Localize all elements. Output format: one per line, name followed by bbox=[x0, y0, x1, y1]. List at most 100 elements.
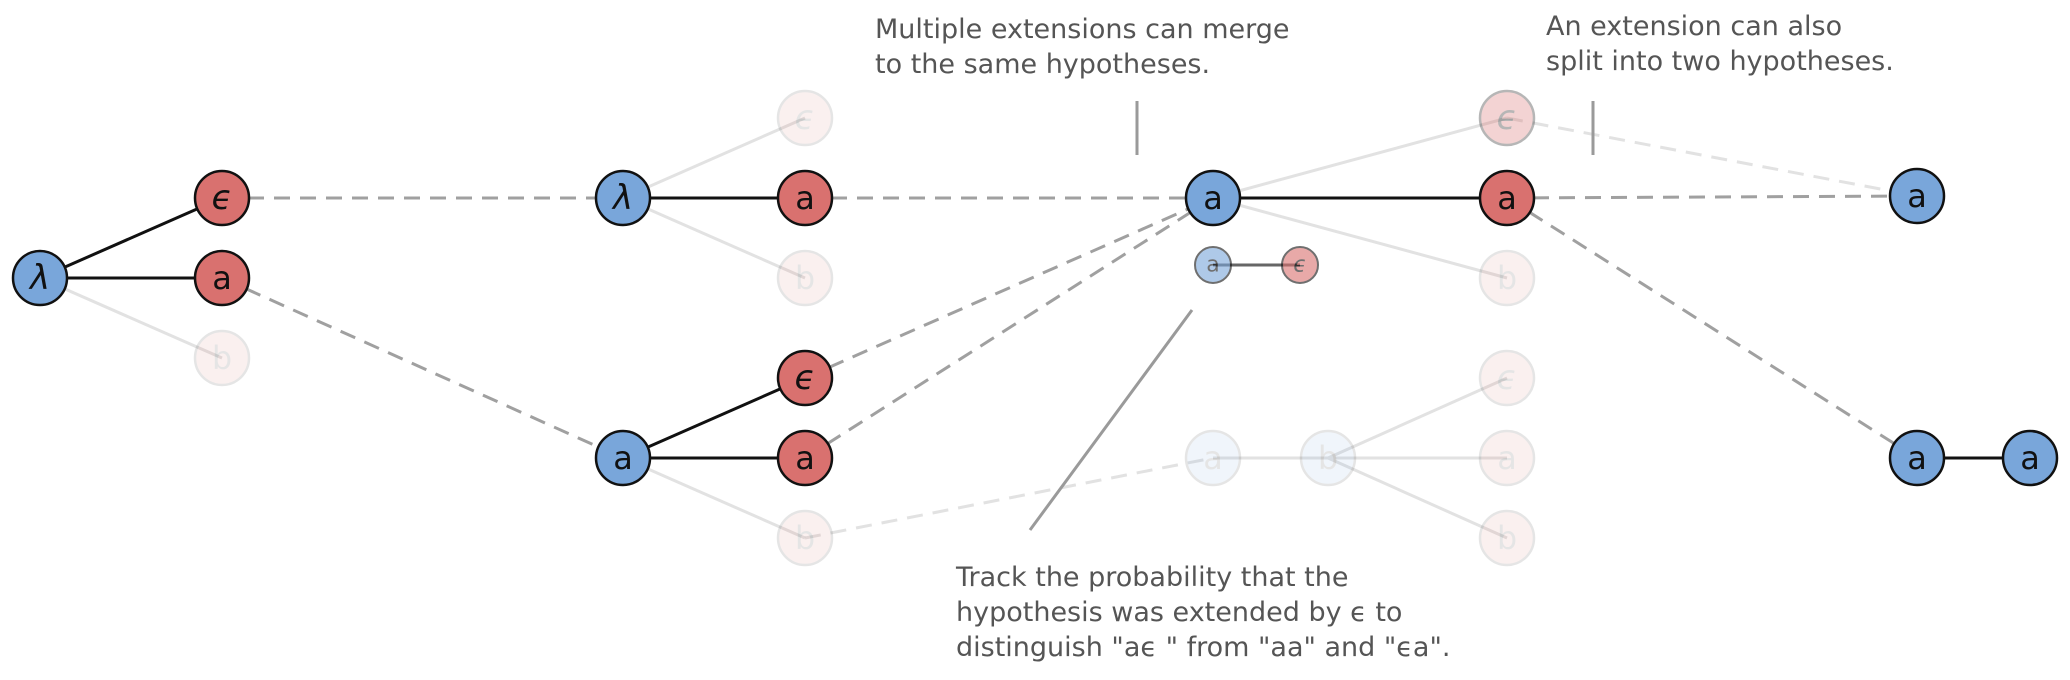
node-circle bbox=[1184, 429, 1242, 487]
node-label-epsilon: ϵ bbox=[795, 358, 816, 398]
node-label-lambda: λ bbox=[611, 178, 633, 218]
node-circle bbox=[1478, 509, 1536, 567]
node-circle bbox=[776, 429, 834, 487]
node-circle bbox=[1888, 429, 1946, 487]
dash-a-to-split-top bbox=[1506, 194, 1918, 200]
node-label-a: a bbox=[2020, 439, 2040, 477]
node-g3-a: a bbox=[594, 429, 652, 487]
node-g1-a: a bbox=[193, 249, 251, 307]
node-g4-eps: ϵ bbox=[1478, 89, 1536, 147]
node-label-a: a bbox=[212, 259, 232, 297]
merge-annotation-line-2: to the same hypotheses. bbox=[875, 49, 1211, 80]
merge-annotation-line-1: Multiple extensions can merge bbox=[875, 14, 1290, 45]
node-label-a: a bbox=[1206, 253, 1219, 278]
node-circle bbox=[1194, 246, 1232, 284]
dash-a2-to-merge bbox=[804, 196, 1214, 460]
node-g6-a: a bbox=[1888, 167, 1946, 225]
node-g3-eps: ϵ bbox=[776, 349, 834, 407]
node-circle bbox=[594, 169, 652, 227]
node-circle bbox=[1888, 167, 1946, 225]
node-circle bbox=[776, 169, 834, 227]
node-label-epsilon: ϵ bbox=[1497, 98, 1518, 138]
node-label-a: a bbox=[1907, 177, 1927, 215]
node-g3-b: b bbox=[776, 509, 834, 567]
node-g7-a: a bbox=[1888, 429, 1946, 487]
node-label-a: a bbox=[613, 439, 633, 477]
dash-eps-to-split bbox=[1506, 116, 1918, 198]
node-label-a: a bbox=[1203, 439, 1223, 477]
edge-g5-eps bbox=[1327, 376, 1508, 460]
node-label-a: a bbox=[1497, 179, 1517, 217]
node-circle bbox=[1281, 246, 1319, 284]
node-circle bbox=[776, 509, 834, 567]
node-circle bbox=[776, 89, 834, 147]
node-label-b: b bbox=[1497, 259, 1517, 297]
track-annotation-line-3: distinguish "aϵ " from "aa" and "ϵa". bbox=[956, 632, 1451, 663]
split-annotation-line-1: An extension can also bbox=[1546, 11, 1843, 42]
node-circle bbox=[1478, 429, 1536, 487]
node-label-a: a bbox=[795, 179, 815, 217]
node-circle bbox=[11, 249, 69, 307]
track-annotation-line-2: hypothesis was extended by ϵ to bbox=[956, 597, 1403, 628]
node-g2-eps-top: ϵ bbox=[776, 89, 834, 147]
node-inset-eps: ϵ bbox=[1281, 246, 1319, 284]
node-g2-lambda: λ bbox=[594, 169, 652, 227]
node-g4-b: b bbox=[1478, 249, 1536, 307]
edge-g5-b bbox=[1327, 456, 1508, 540]
node-g1-eps: ϵ bbox=[193, 169, 251, 227]
dash-a-to-a bbox=[221, 276, 624, 460]
node-circle bbox=[2001, 429, 2059, 487]
node-circle bbox=[1478, 249, 1536, 307]
split-annotation: An extension can also split into two hyp… bbox=[1546, 9, 1894, 79]
dash-b-to-faded bbox=[804, 456, 1214, 540]
node-inset-a: a bbox=[1194, 246, 1232, 284]
node-circle bbox=[193, 249, 251, 307]
node-circle bbox=[1299, 429, 1357, 487]
node-circle bbox=[776, 249, 834, 307]
node-label-lambda: λ bbox=[28, 258, 50, 298]
node-circle bbox=[594, 429, 652, 487]
edge-g2-b bbox=[622, 196, 806, 280]
node-g1-b: b bbox=[193, 329, 251, 387]
node-g5-eps: ϵ bbox=[1478, 349, 1536, 407]
node-circle bbox=[1478, 349, 1536, 407]
node-label-epsilon: ϵ bbox=[1497, 358, 1518, 398]
node-label-b: b bbox=[1318, 439, 1338, 477]
node-label-a: a bbox=[795, 439, 815, 477]
node-circle bbox=[1184, 169, 1242, 227]
node-circle bbox=[193, 329, 251, 387]
track-annotation: Track the probability that the hypothesi… bbox=[956, 560, 1450, 665]
node-g5-b: b bbox=[1299, 429, 1357, 487]
split-annotation-line-2: split into two hypotheses. bbox=[1546, 46, 1894, 77]
node-label-a: a bbox=[1907, 439, 1927, 477]
edge-g4-b bbox=[1212, 196, 1508, 280]
node-g4-a2: a bbox=[1478, 169, 1536, 227]
edge-g3-b bbox=[622, 456, 806, 540]
node-circle bbox=[1478, 169, 1536, 227]
node-circle bbox=[776, 349, 834, 407]
edge-root-eps bbox=[39, 196, 223, 280]
edge-g2-eps bbox=[622, 116, 806, 200]
nodes-layer: λ ϵ a b λ ϵ a b a ϵ a b a ϵ a b a ϵ a b ϵ a b a a a bbox=[11, 89, 2059, 567]
pointer-track bbox=[1028, 309, 1194, 531]
node-label-b: b bbox=[795, 519, 815, 557]
node-g4-a: a bbox=[1184, 169, 1242, 227]
node-label-epsilon: ϵ bbox=[212, 178, 233, 218]
node-label-b: b bbox=[795, 259, 815, 297]
node-g5-a2: a bbox=[1478, 429, 1536, 487]
node-label-a: a bbox=[1497, 439, 1517, 477]
node-root-lambda: λ bbox=[11, 249, 69, 307]
edge-root-b bbox=[39, 276, 223, 360]
dash-a-to-split-bottom bbox=[1506, 196, 1918, 460]
node-circle bbox=[1478, 89, 1536, 147]
track-annotation-line-1: Track the probability that the bbox=[956, 562, 1349, 593]
node-g3-a2: a bbox=[776, 429, 834, 487]
edge-g4-eps bbox=[1212, 116, 1508, 200]
node-circle bbox=[193, 169, 251, 227]
node-g5-a: a bbox=[1184, 429, 1242, 487]
node-label-b: b bbox=[212, 339, 232, 377]
node-label-b: b bbox=[1497, 519, 1517, 557]
dash-eps-to-merge bbox=[804, 196, 1214, 380]
edge-g3-eps bbox=[622, 376, 806, 460]
